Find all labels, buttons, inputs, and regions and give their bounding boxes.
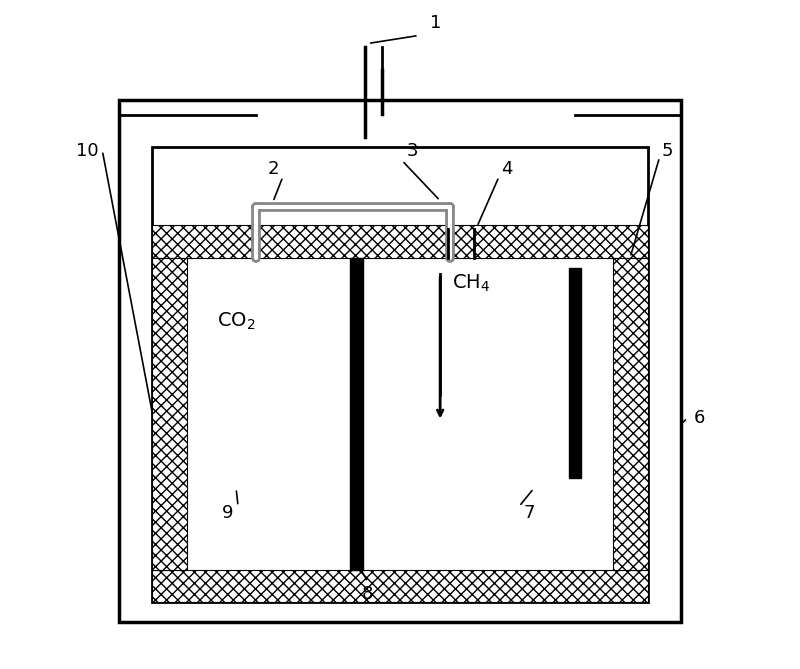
Text: 10: 10 xyxy=(76,142,99,159)
Text: 8: 8 xyxy=(362,585,374,603)
Text: 3: 3 xyxy=(406,142,418,159)
Bar xyxy=(613,258,647,570)
Text: CH$_4$: CH$_4$ xyxy=(453,272,490,294)
Text: CO$_2$: CO$_2$ xyxy=(217,310,255,332)
Bar xyxy=(119,100,681,622)
Text: 4: 4 xyxy=(502,160,513,177)
Text: 7: 7 xyxy=(523,504,535,522)
Bar xyxy=(350,258,362,570)
Text: 1: 1 xyxy=(430,15,441,32)
Bar xyxy=(153,147,647,602)
Bar xyxy=(570,268,582,478)
Text: 5: 5 xyxy=(662,142,674,159)
Bar xyxy=(153,258,187,570)
Text: 6: 6 xyxy=(694,409,706,427)
Text: 9: 9 xyxy=(222,504,234,522)
Bar xyxy=(153,225,647,258)
Text: 2: 2 xyxy=(267,160,278,177)
Bar xyxy=(153,570,647,602)
